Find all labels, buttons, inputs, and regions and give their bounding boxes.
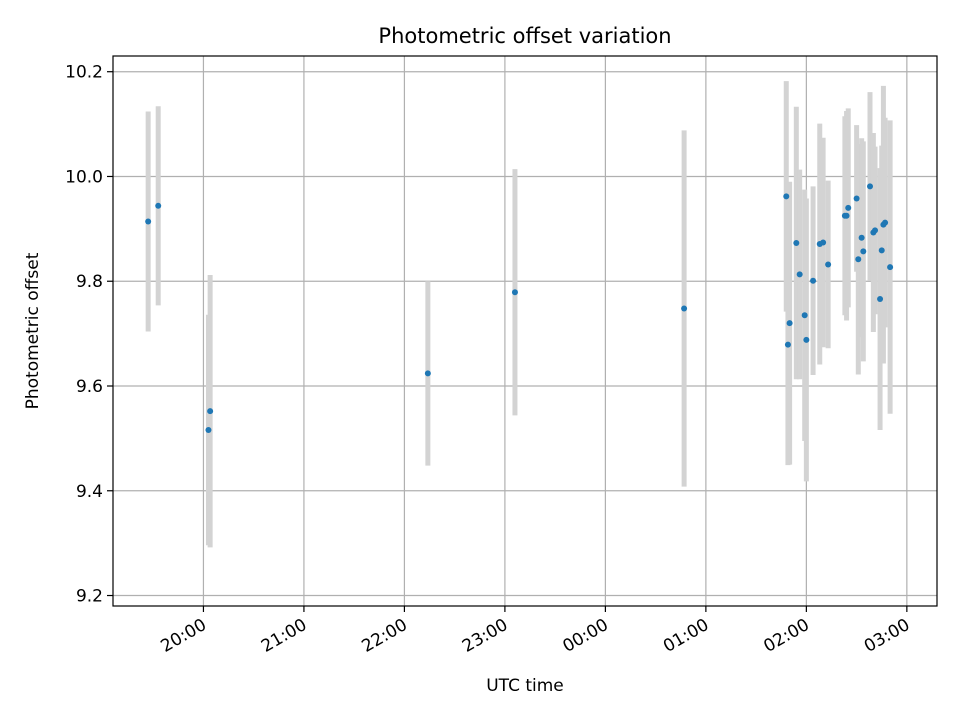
y-axis-ticks: 9.2 9.4 9.6 9.8 10.0 10.2: [65, 63, 113, 607]
data-point: [424, 370, 431, 377]
y-tick-label: 9.4: [76, 482, 103, 502]
y-tick-label: 9.8: [76, 272, 103, 292]
data-point: [796, 271, 803, 278]
data-point: [845, 204, 852, 211]
y-axis-label: Photometric offset: [23, 252, 43, 409]
y-tick-label: 9.2: [76, 587, 103, 607]
data-point: [853, 195, 860, 202]
data-point: [803, 336, 810, 343]
data-point: [786, 320, 793, 327]
data-point: [887, 264, 894, 271]
data-point: [801, 312, 808, 319]
data-point: [155, 202, 162, 209]
y-tick-label: 9.6: [76, 377, 103, 397]
data-point: [207, 408, 214, 415]
data-point: [205, 427, 212, 433]
data-point: [145, 218, 152, 225]
data-point: [843, 212, 850, 219]
chart-title: Photometric offset variation: [378, 24, 671, 48]
data-point: [855, 256, 862, 263]
data-point: [867, 183, 874, 190]
data-point: [860, 248, 867, 255]
plot-frame: [112, 55, 938, 607]
data-point: [783, 193, 790, 200]
data-point: [878, 247, 885, 254]
x-axis-label: UTC time: [486, 676, 564, 696]
data-point: [793, 240, 800, 246]
data-point: [784, 341, 791, 348]
data-point: [877, 296, 884, 303]
data-point: [858, 234, 865, 241]
data-point: [872, 227, 879, 234]
y-tick-label: 10.2: [65, 63, 103, 83]
data-points: [145, 183, 894, 433]
data-point: [810, 277, 817, 284]
data-point: [820, 239, 827, 246]
data-point: [825, 261, 832, 268]
data-point: [681, 305, 688, 312]
y-tick-label: 10.0: [65, 167, 103, 187]
data-point: [511, 289, 518, 296]
data-point: [882, 219, 889, 226]
